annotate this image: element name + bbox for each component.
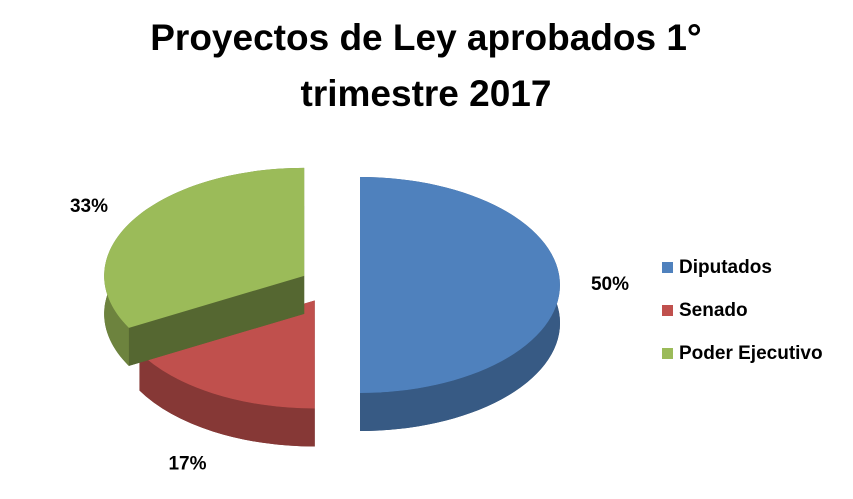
- slice: [104, 167, 305, 366]
- data-label: 33%: [70, 196, 108, 217]
- slice: [139, 300, 315, 409]
- legend-swatch: [662, 262, 673, 273]
- data-label: 50%: [591, 274, 629, 295]
- legend-swatch: [662, 348, 673, 359]
- legend-swatch: [662, 305, 673, 316]
- slice-side: [128, 275, 305, 366]
- slice: [360, 177, 560, 431]
- legend-label: Poder Ejecutivo: [679, 343, 823, 364]
- legend-label: Diputados: [679, 257, 772, 278]
- slice-side: [139, 352, 315, 447]
- slice: [360, 177, 560, 393]
- slice: [104, 167, 305, 328]
- legend-label: Senado: [679, 300, 748, 321]
- slice: [139, 300, 315, 447]
- data-label: 17%: [168, 454, 206, 475]
- chart-title: Proyectos de Ley aprobados 1° trimestre …: [150, 17, 702, 114]
